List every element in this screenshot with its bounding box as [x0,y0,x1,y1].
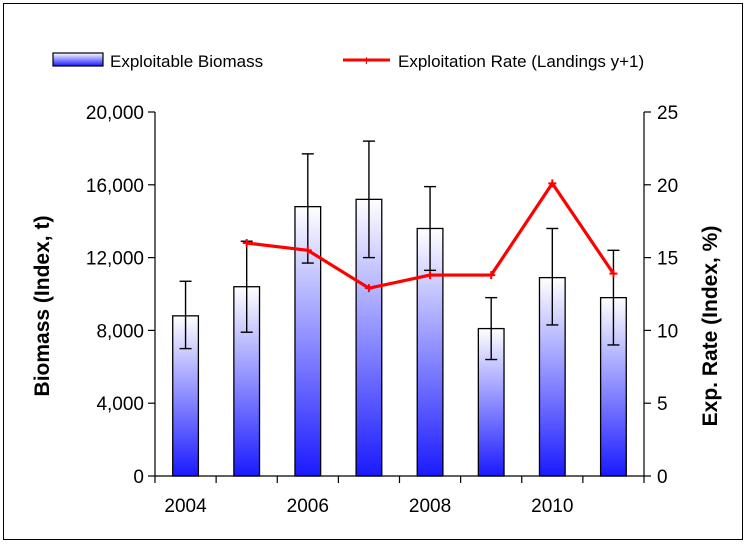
x-tick-label: 2010 [531,496,573,517]
y2-tick-label: 15 [657,249,678,270]
x-ticks: 2004 2006 2008 2010 [154,476,645,517]
y-tick-label: 12,000 [86,249,144,270]
y2-tick-label: 20 [657,176,678,197]
legend-swatch-biomass [52,52,104,67]
y2-tick-label: 25 [657,103,678,124]
y-tick-label: 0 [133,467,144,488]
x-tick-label: 2006 [287,496,329,517]
legend-marker-rate: + [362,52,370,68]
legend-label-rate: Exploitation Rate (Landings y+1) [398,52,644,71]
legend: Exploitable Biomass + Exploitation Rate … [52,52,644,71]
y-tick-label: 4,000 [96,394,144,415]
y-axis-title: Biomass (Index, t) [31,216,54,397]
y2-axis-title: Exp. Rate (Index, %) [699,226,722,427]
y2-tick-label: 10 [657,321,678,342]
rate-point [609,269,618,278]
rate-point [426,271,435,280]
rate-point [242,239,251,248]
y-ticks: 0 4,000 8,000 12,000 16,000 20,000 [86,103,155,488]
y-tick-label: 16,000 [86,176,144,197]
rate-point [303,246,312,255]
legend-label-biomass: Exploitable Biomass [110,52,263,71]
error-bars [179,140,620,361]
y2-tick-label: 0 [657,467,668,488]
y-tick-label: 8,000 [96,321,144,342]
rate-point [364,284,373,293]
y2-tick-label: 5 [657,394,668,415]
axes [154,112,645,477]
y-tick-label: 20,000 [86,103,144,124]
y2-ticks: 0 5 10 15 20 25 [644,103,678,488]
x-tick-label: 2004 [164,496,207,517]
rate-point [548,179,557,188]
rate-point [487,271,496,280]
x-tick-label: 2008 [409,496,451,517]
rate-line [242,179,618,293]
